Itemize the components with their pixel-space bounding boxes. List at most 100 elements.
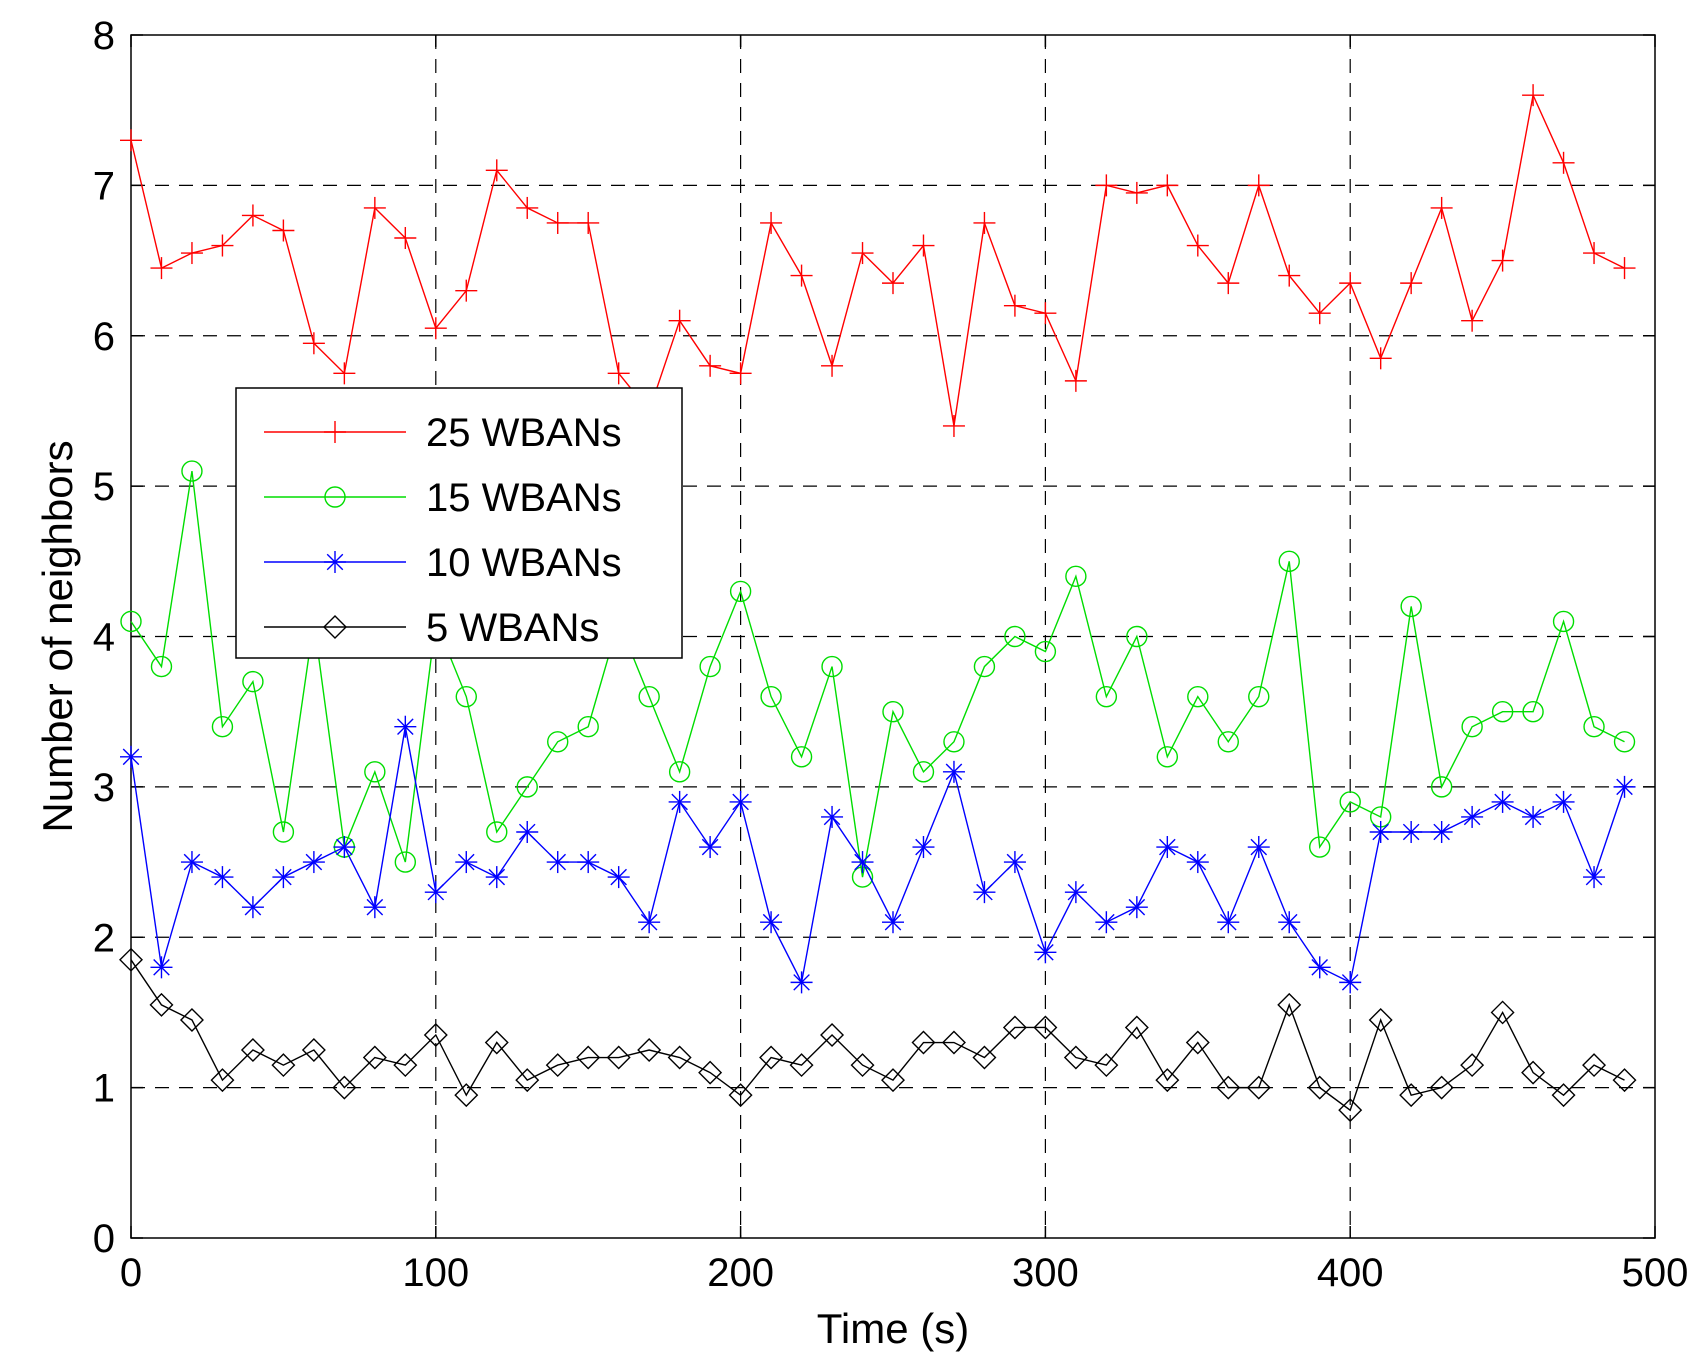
data-point [332,1075,357,1100]
legend-marker [324,421,346,443]
legend-label: 10 WBANs [426,541,622,585]
data-point [516,776,538,798]
y-tick-label: 3 [93,766,115,810]
legend-marker [324,551,346,573]
data-point [545,1053,570,1078]
legend-marker [323,615,347,639]
data-point [760,211,783,234]
data-point [1339,272,1362,295]
data-point [972,1045,997,1070]
data-point [210,1068,235,1093]
data-point [1156,836,1179,859]
data-point [1033,1015,1058,1040]
x-tick-label: 400 [1317,1251,1384,1295]
legend-label: 15 WBANs [426,476,622,520]
data-point [272,866,295,889]
data-point [973,211,996,234]
series-25-wbans [120,84,1636,437]
data-point [1002,1015,1027,1040]
data-point [759,1045,784,1070]
data-point [1063,1045,1088,1070]
data-point [363,896,386,919]
data-point [576,1045,601,1070]
data-point [1126,625,1148,648]
data-point [1217,731,1239,753]
data-point [911,1030,936,1055]
x-axis-title: Time (s) [817,1305,969,1352]
data-point [1125,181,1148,204]
data-point [1522,805,1545,828]
data-point [1551,1083,1576,1108]
data-point [577,851,600,874]
data-point [1003,294,1026,317]
y-tick-label: 2 [93,916,115,960]
data-point [1491,790,1514,813]
x-tick-label: 100 [402,1251,469,1295]
data-point [699,655,721,678]
data-point [302,851,325,874]
data-point [394,851,417,873]
data-point [606,1045,631,1070]
data-point [973,881,996,904]
data-point [1461,716,1483,738]
data-point [302,332,325,355]
data-point [821,655,843,678]
legend-marker [324,486,346,508]
data-point [1124,1015,1149,1040]
data-point [1369,820,1392,843]
data-point [150,257,173,280]
data-point [272,821,295,843]
data-point [699,836,722,859]
legend-item: 25 WBANs [264,411,622,455]
y-tick-label: 6 [93,315,115,359]
series-line [130,726,1626,985]
data-point [1247,836,1270,859]
data-point [1003,851,1026,874]
data-point [1308,956,1331,979]
series-group [119,84,1637,1123]
data-point [1613,775,1636,798]
data-point [1064,369,1087,392]
data-point [1004,625,1026,648]
data-point [1491,249,1514,272]
x-tick-label: 300 [1012,1251,1079,1295]
data-point [1522,84,1545,107]
data-point [1065,565,1087,588]
data-point [363,196,386,219]
data-point [668,761,691,783]
data-point [1156,746,1179,768]
data-point [546,211,569,234]
data-point [454,1083,479,1108]
legend-label: 25 WBANs [426,411,622,455]
legend-item: 5 WBANs [264,606,599,650]
data-point [180,242,203,265]
data-point [882,272,904,295]
data-point [1278,264,1301,287]
data-point [1309,836,1331,858]
y-axis-title: Number of neighbors [34,440,81,832]
data-point [1583,866,1606,889]
x-tick-label: 0 [120,1251,142,1295]
data-point [119,947,143,972]
data-point [882,700,904,723]
series-5-wbans [119,947,1637,1123]
data-point [760,911,783,934]
data-point [1125,896,1148,919]
data-point [729,790,752,813]
data-point [455,851,478,874]
data-point [912,836,935,859]
data-point [1399,1083,1424,1108]
data-point [547,731,569,753]
data-point [943,731,965,753]
data-point [638,911,661,934]
data-point [1400,272,1423,295]
data-point [1582,1053,1607,1078]
data-point [1155,1068,1180,1093]
data-point [1613,257,1636,280]
data-point [1278,911,1301,934]
data-point [699,354,722,377]
axis-ticks: 0 100 200 300 400 500 0 1 2 3 4 5 6 7 8 [93,14,1689,1295]
data-point [1095,174,1118,197]
data-point [272,219,295,242]
